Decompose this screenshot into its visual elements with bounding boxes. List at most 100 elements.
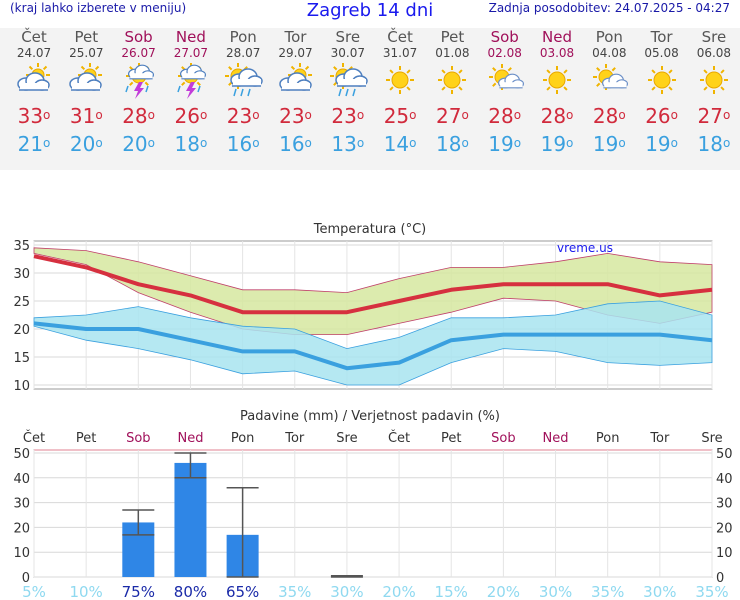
precipitation-day-label: Pon: [596, 431, 620, 446]
thunderstorm-icon: [113, 62, 165, 102]
day-name: Ned: [542, 28, 572, 46]
temperature-y-tick: 35: [13, 239, 30, 254]
precipitation-probability: 30%: [539, 583, 572, 600]
max-temp: 31o: [69, 104, 103, 128]
max-temp: 28o: [488, 104, 522, 128]
precipitation-y-tick-right: 10: [716, 546, 733, 561]
precipitation-day-label: Pet: [76, 431, 96, 446]
location-menu-hint[interactable]: (kraj lahko izberete v meniju): [10, 1, 187, 15]
day-name: Sre: [701, 28, 727, 46]
precipitation-day-label: Sre: [336, 431, 357, 446]
sun-icon: [531, 62, 583, 102]
thunderstorm-icon: [165, 62, 217, 102]
day-date: 02.08: [487, 46, 522, 60]
min-temp: 21o: [17, 132, 51, 156]
sun-icon: [688, 62, 740, 102]
min-temp: 19o: [592, 132, 626, 156]
precipitation-day-label: Tor: [284, 431, 305, 446]
day-name: Sob: [490, 28, 519, 46]
day-column: Pet 01.08 27o 18o: [426, 28, 478, 158]
max-temp: 25o: [383, 104, 417, 128]
day-date: 28.07: [226, 46, 261, 60]
partly-cloudy-icon: [8, 62, 60, 102]
max-temp: 28o: [592, 104, 626, 128]
precipitation-y-tick-left: 10: [13, 546, 30, 561]
day-name: Tor: [650, 28, 673, 46]
day-column: Ned 27.07 26o 18o: [165, 28, 217, 158]
precipitation-day-label: Ned: [177, 431, 203, 446]
precipitation-y-tick-left: 30: [13, 497, 30, 512]
day-column: Pon 04.08 28o 19o: [583, 28, 635, 158]
precipitation-y-tick-right: 0: [716, 571, 724, 586]
day-name: Pet: [440, 28, 465, 46]
max-temp: 26o: [174, 104, 208, 128]
max-temp: 23o: [279, 104, 312, 128]
precipitation-y-tick-right: 50: [716, 447, 733, 462]
day-name: Pon: [595, 28, 623, 46]
precipitation-probability: 75%: [122, 583, 155, 600]
precipitation-day-label: Sre: [701, 431, 722, 446]
precipitation-probability: 35%: [591, 583, 624, 600]
min-temp: 20o: [122, 132, 155, 156]
forecast-strip: Čet 24.07 33o 21o Pet 25.07 31o 20o Sob 26.07 28o 2…: [0, 28, 740, 170]
day-column: Čet 24.07 33o 21o: [8, 28, 60, 158]
day-date: 30.07: [330, 46, 365, 60]
day-name: Ned: [175, 28, 206, 46]
precipitation-probability: 20%: [382, 583, 415, 600]
day-date: 27.07: [173, 46, 209, 60]
day-column: Sob 26.07 28o 20o: [113, 28, 165, 158]
precipitation-chart-title: Padavine (mm) / Verjetnost padavin (%): [240, 409, 500, 424]
min-temp: 18o: [174, 132, 208, 156]
day-date: 05.08: [644, 46, 679, 60]
min-temp: 18o: [697, 132, 731, 156]
max-temp: 28o: [540, 104, 574, 128]
precipitation-day-label: Pon: [231, 431, 255, 446]
last-updated: Zadnja posodobitev: 24.07.2025 - 04:27: [488, 1, 730, 15]
precipitation-day-label: Ned: [543, 431, 569, 446]
day-name: Sre: [335, 28, 361, 46]
sun-rain-icon: [217, 62, 269, 102]
precipitation-probability: 15%: [435, 583, 468, 600]
min-temp: 16o: [279, 132, 312, 156]
sun-rain-icon: [322, 62, 374, 102]
temperature-y-tick: 30: [13, 267, 30, 282]
day-column: Ned 03.08 28o 19o: [531, 28, 583, 158]
max-temp: 23o: [226, 104, 260, 128]
precipitation-y-tick-left: 20: [13, 521, 30, 536]
header: (kraj lahko izberete v meniju) Zagreb 14…: [0, 0, 740, 22]
precipitation-day-label: Pet: [441, 431, 461, 446]
day-column: Pet 25.07 31o 20o: [60, 28, 112, 158]
sun-cloud-icon: [479, 62, 531, 102]
day-date: 06.08: [696, 46, 732, 60]
day-name: Pet: [74, 28, 99, 46]
day-date: 01.08: [435, 46, 470, 60]
watermark: vreme.us: [557, 241, 613, 255]
precipitation-probability: 80%: [174, 583, 207, 600]
day-column: Tor 29.07 23o 16o: [270, 28, 322, 158]
min-temp: 19o: [488, 132, 522, 156]
precipitation-day-label: Sob: [126, 431, 150, 446]
max-temp-line: [33, 254, 713, 315]
page-title: Zagreb 14 dni: [306, 0, 434, 21]
day-date: 04.08: [592, 46, 627, 60]
max-temp: 27o: [435, 104, 469, 128]
sun-icon: [374, 62, 426, 102]
precipitation-y-tick-right: 30: [716, 497, 733, 512]
temperature-y-tick: 20: [13, 323, 30, 338]
precipitation-probability: 35%: [278, 583, 311, 600]
temperature-y-tick: 15: [13, 351, 30, 366]
day-name: Čet: [387, 28, 413, 46]
min-temp-band: [33, 300, 713, 386]
precipitation-day-label: Čet: [388, 430, 410, 446]
temperature-y-tick: 10: [13, 379, 30, 394]
max-temp: 28o: [122, 104, 155, 128]
min-temp-line: [33, 321, 713, 371]
min-temp: 13o: [331, 132, 365, 156]
sun-icon: [426, 62, 478, 102]
day-date: 31.07: [382, 46, 418, 60]
precipitation-probability: 35%: [695, 583, 728, 600]
precipitation-probability: 30%: [643, 583, 676, 600]
min-temp: 14o: [383, 132, 417, 156]
day-column: Tor 05.08 26o 19o: [636, 28, 688, 158]
max-temp: 27o: [697, 104, 731, 128]
